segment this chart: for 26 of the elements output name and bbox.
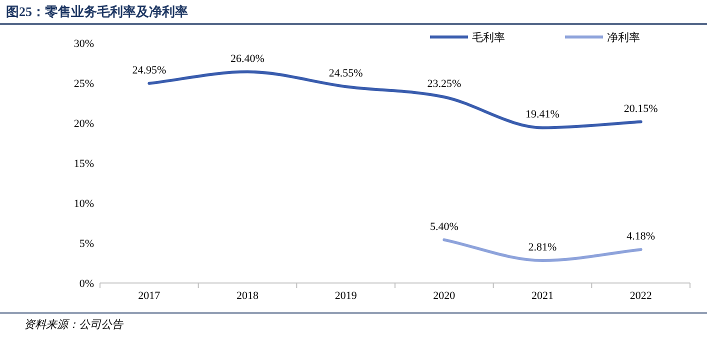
chart-title: 图25：零售业务毛利率及净利率 xyxy=(6,4,188,19)
data-label: 19.41% xyxy=(526,108,560,121)
x-tick-label: 2017 xyxy=(138,290,161,302)
y-tick-label: 5% xyxy=(79,238,94,250)
y-tick-label: 10% xyxy=(74,198,94,210)
x-tick-label: 2019 xyxy=(334,290,358,302)
data-label: 24.95% xyxy=(132,64,166,76)
x-tick-label: 2020 xyxy=(433,290,456,302)
y-tick-label: 0% xyxy=(79,278,94,290)
data-label: 2.81% xyxy=(528,242,557,254)
data-label: 5.40% xyxy=(430,220,458,233)
x-tick-label: 2022 xyxy=(630,290,652,302)
y-tick-label: 20% xyxy=(74,118,94,130)
data-label: 26.40% xyxy=(230,52,264,65)
data-label: 24.55% xyxy=(328,68,363,80)
data-label: 4.18% xyxy=(626,230,656,243)
data-label: 23.25% xyxy=(427,78,462,90)
data-label: 20.15% xyxy=(624,102,658,115)
x-tick-label: 2018 xyxy=(236,290,259,302)
legend-label: 净利率 xyxy=(607,31,640,44)
y-tick-label: 25% xyxy=(74,78,94,90)
legend-label: 毛利率 xyxy=(472,31,505,44)
y-tick-label: 30% xyxy=(74,38,94,50)
y-tick-label: 15% xyxy=(74,158,94,170)
x-tick-label: 2021 xyxy=(532,290,554,302)
text: 资料来源：公司公告 xyxy=(24,318,124,331)
